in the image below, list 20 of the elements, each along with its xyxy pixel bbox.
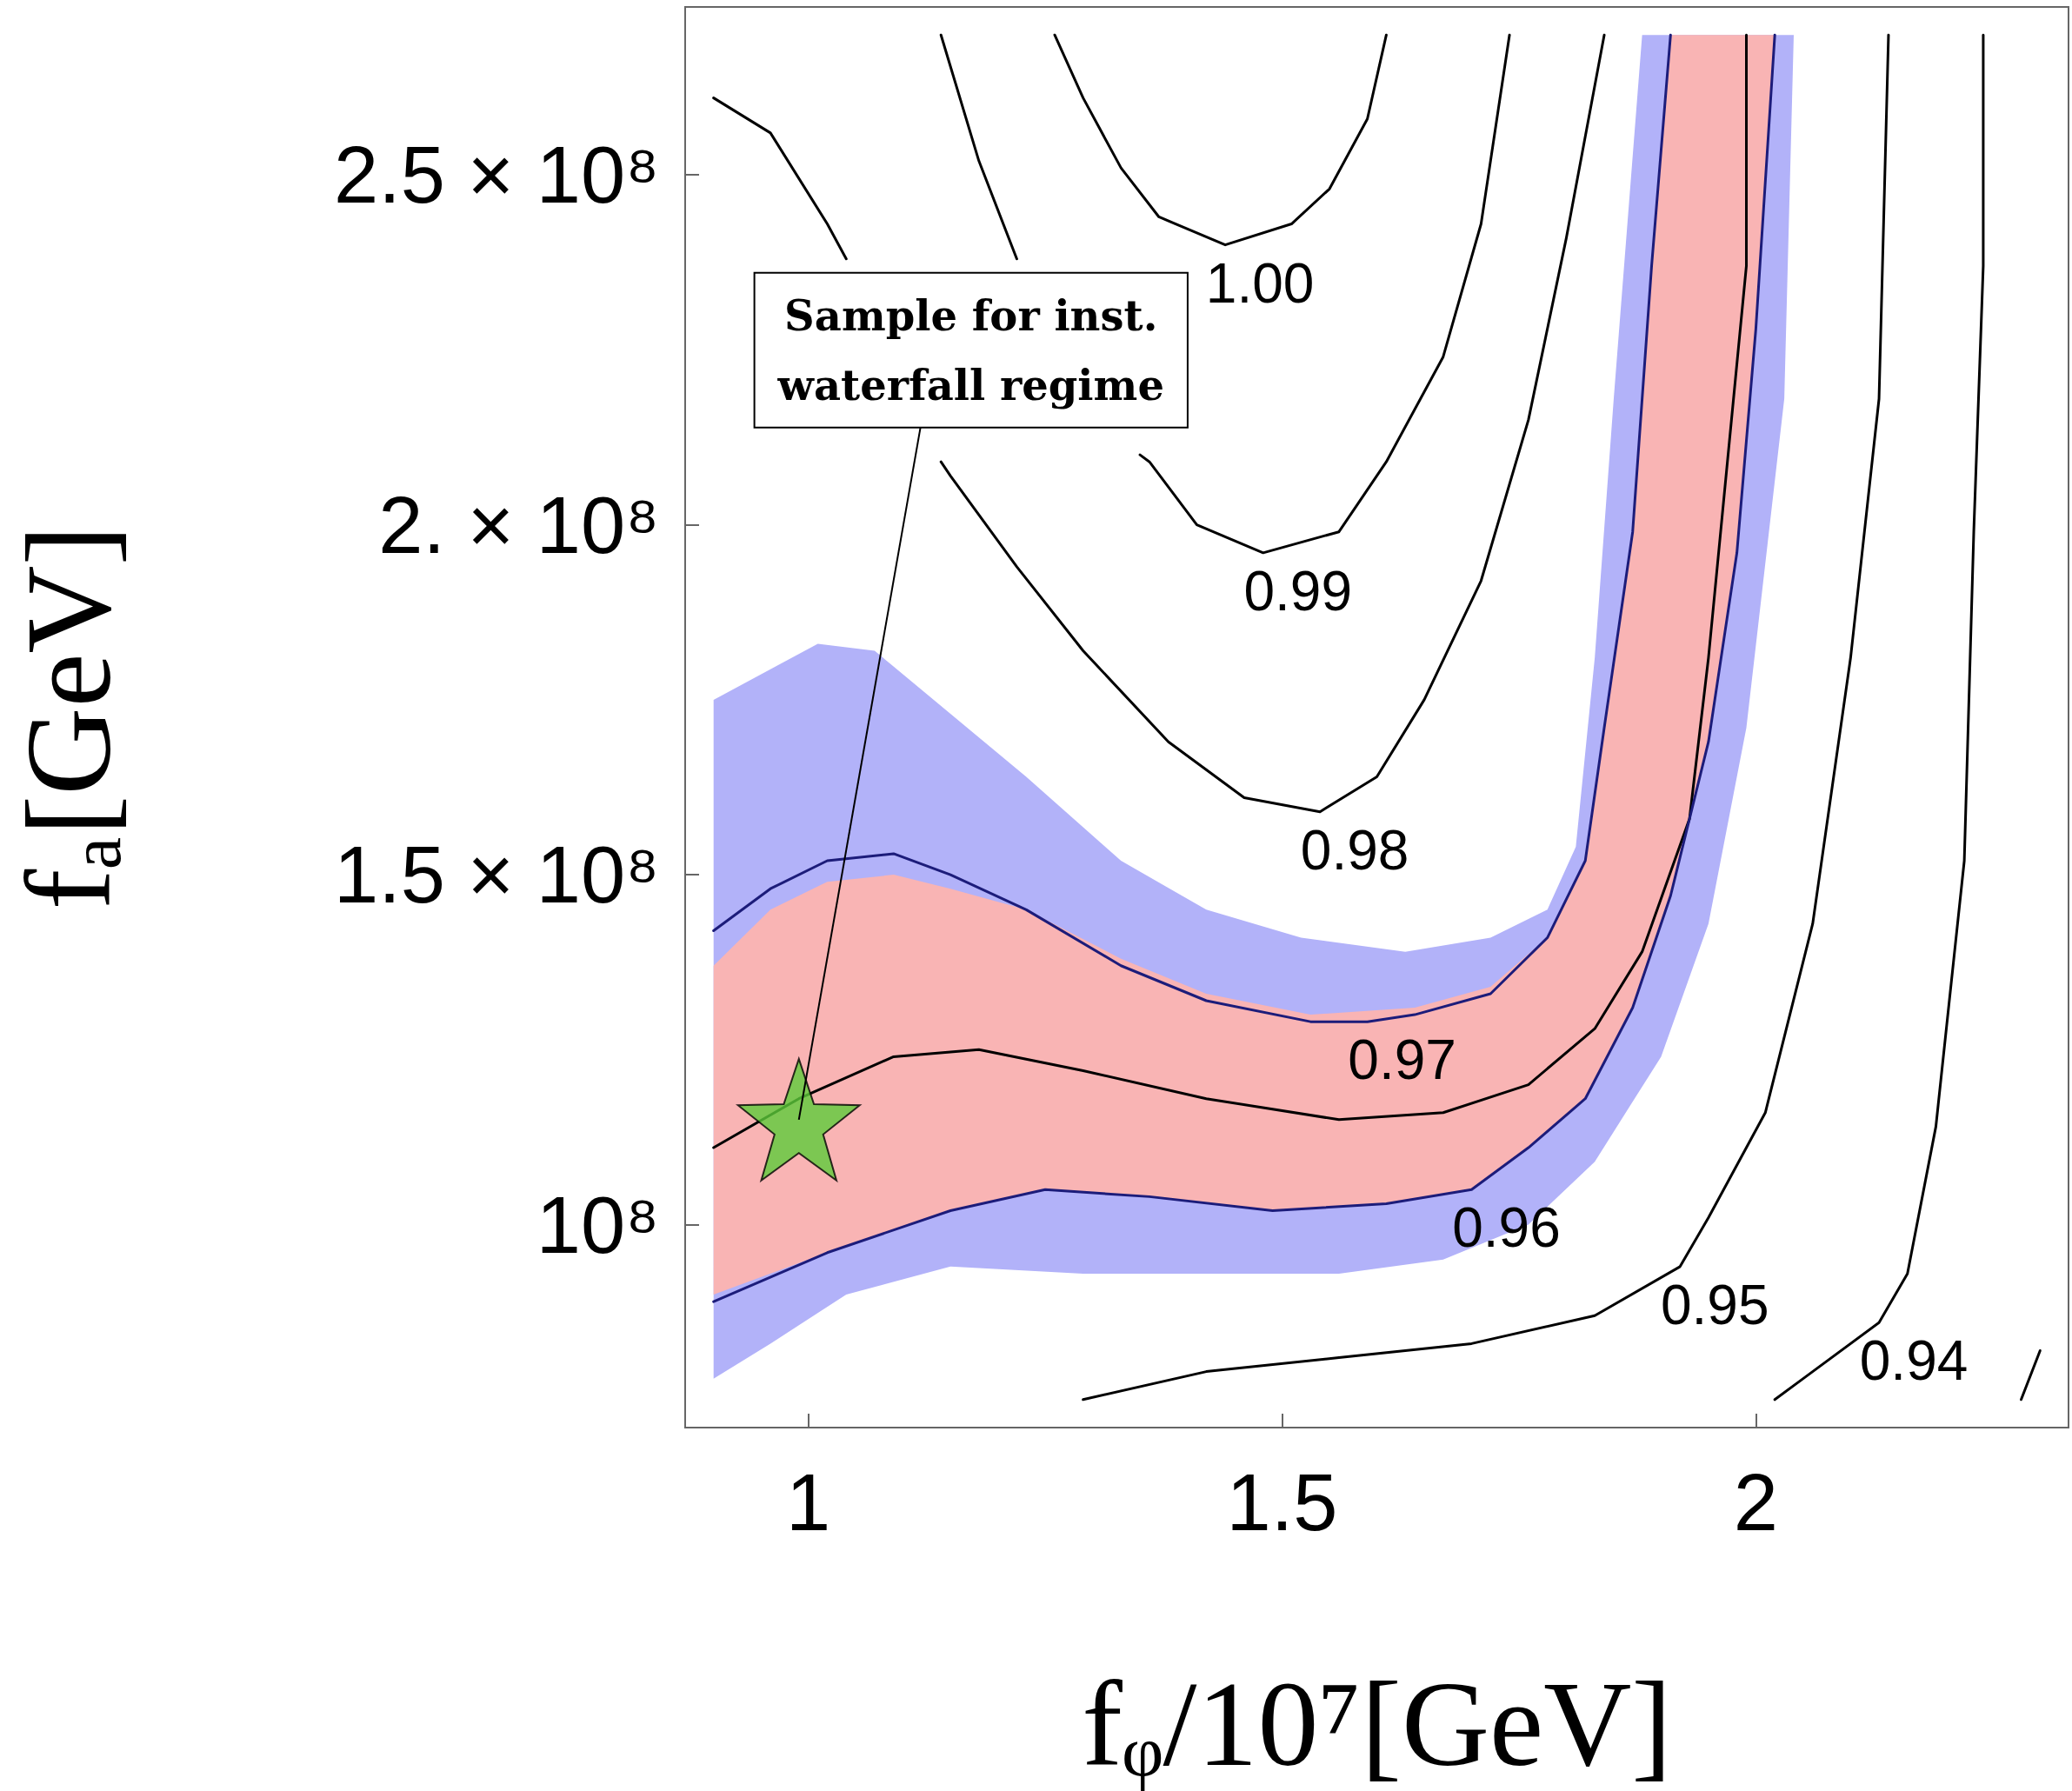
line-series [1773, 33, 1985, 1402]
x-tick-label: 1.5 [1226, 1458, 1338, 1547]
line-series [1053, 33, 1388, 247]
annotation: 1.00 [1205, 251, 1315, 315]
y-axis-title: fₐ[GeV] [0, 524, 136, 910]
y-tick-label: 1.5 × 10⁸ [334, 830, 659, 920]
x-tick-label: 1 [786, 1458, 831, 1547]
annotation: 0.95 [1660, 1273, 1769, 1336]
y-tick-label: 2.5 × 10⁸ [334, 130, 659, 220]
annotation: 0.98 [1300, 818, 1409, 882]
y-tick-label: 10⁸ [536, 1180, 659, 1269]
line-series [712, 33, 1672, 1023]
y-tick-label: 2. × 10⁸ [378, 480, 659, 569]
annotation: 0.96 [1452, 1196, 1561, 1260]
annotation: Sample for inst. waterfall regime [776, 290, 1164, 409]
x-axis-title: fᵩ/10⁷[GeV] [1082, 1655, 1672, 1791]
x-tick-label: 2 [1733, 1458, 1778, 1547]
annotation: 0.99 [1243, 559, 1353, 623]
annotation: 0.94 [1859, 1329, 1969, 1393]
annotation: 0.97 [1348, 1029, 1456, 1092]
